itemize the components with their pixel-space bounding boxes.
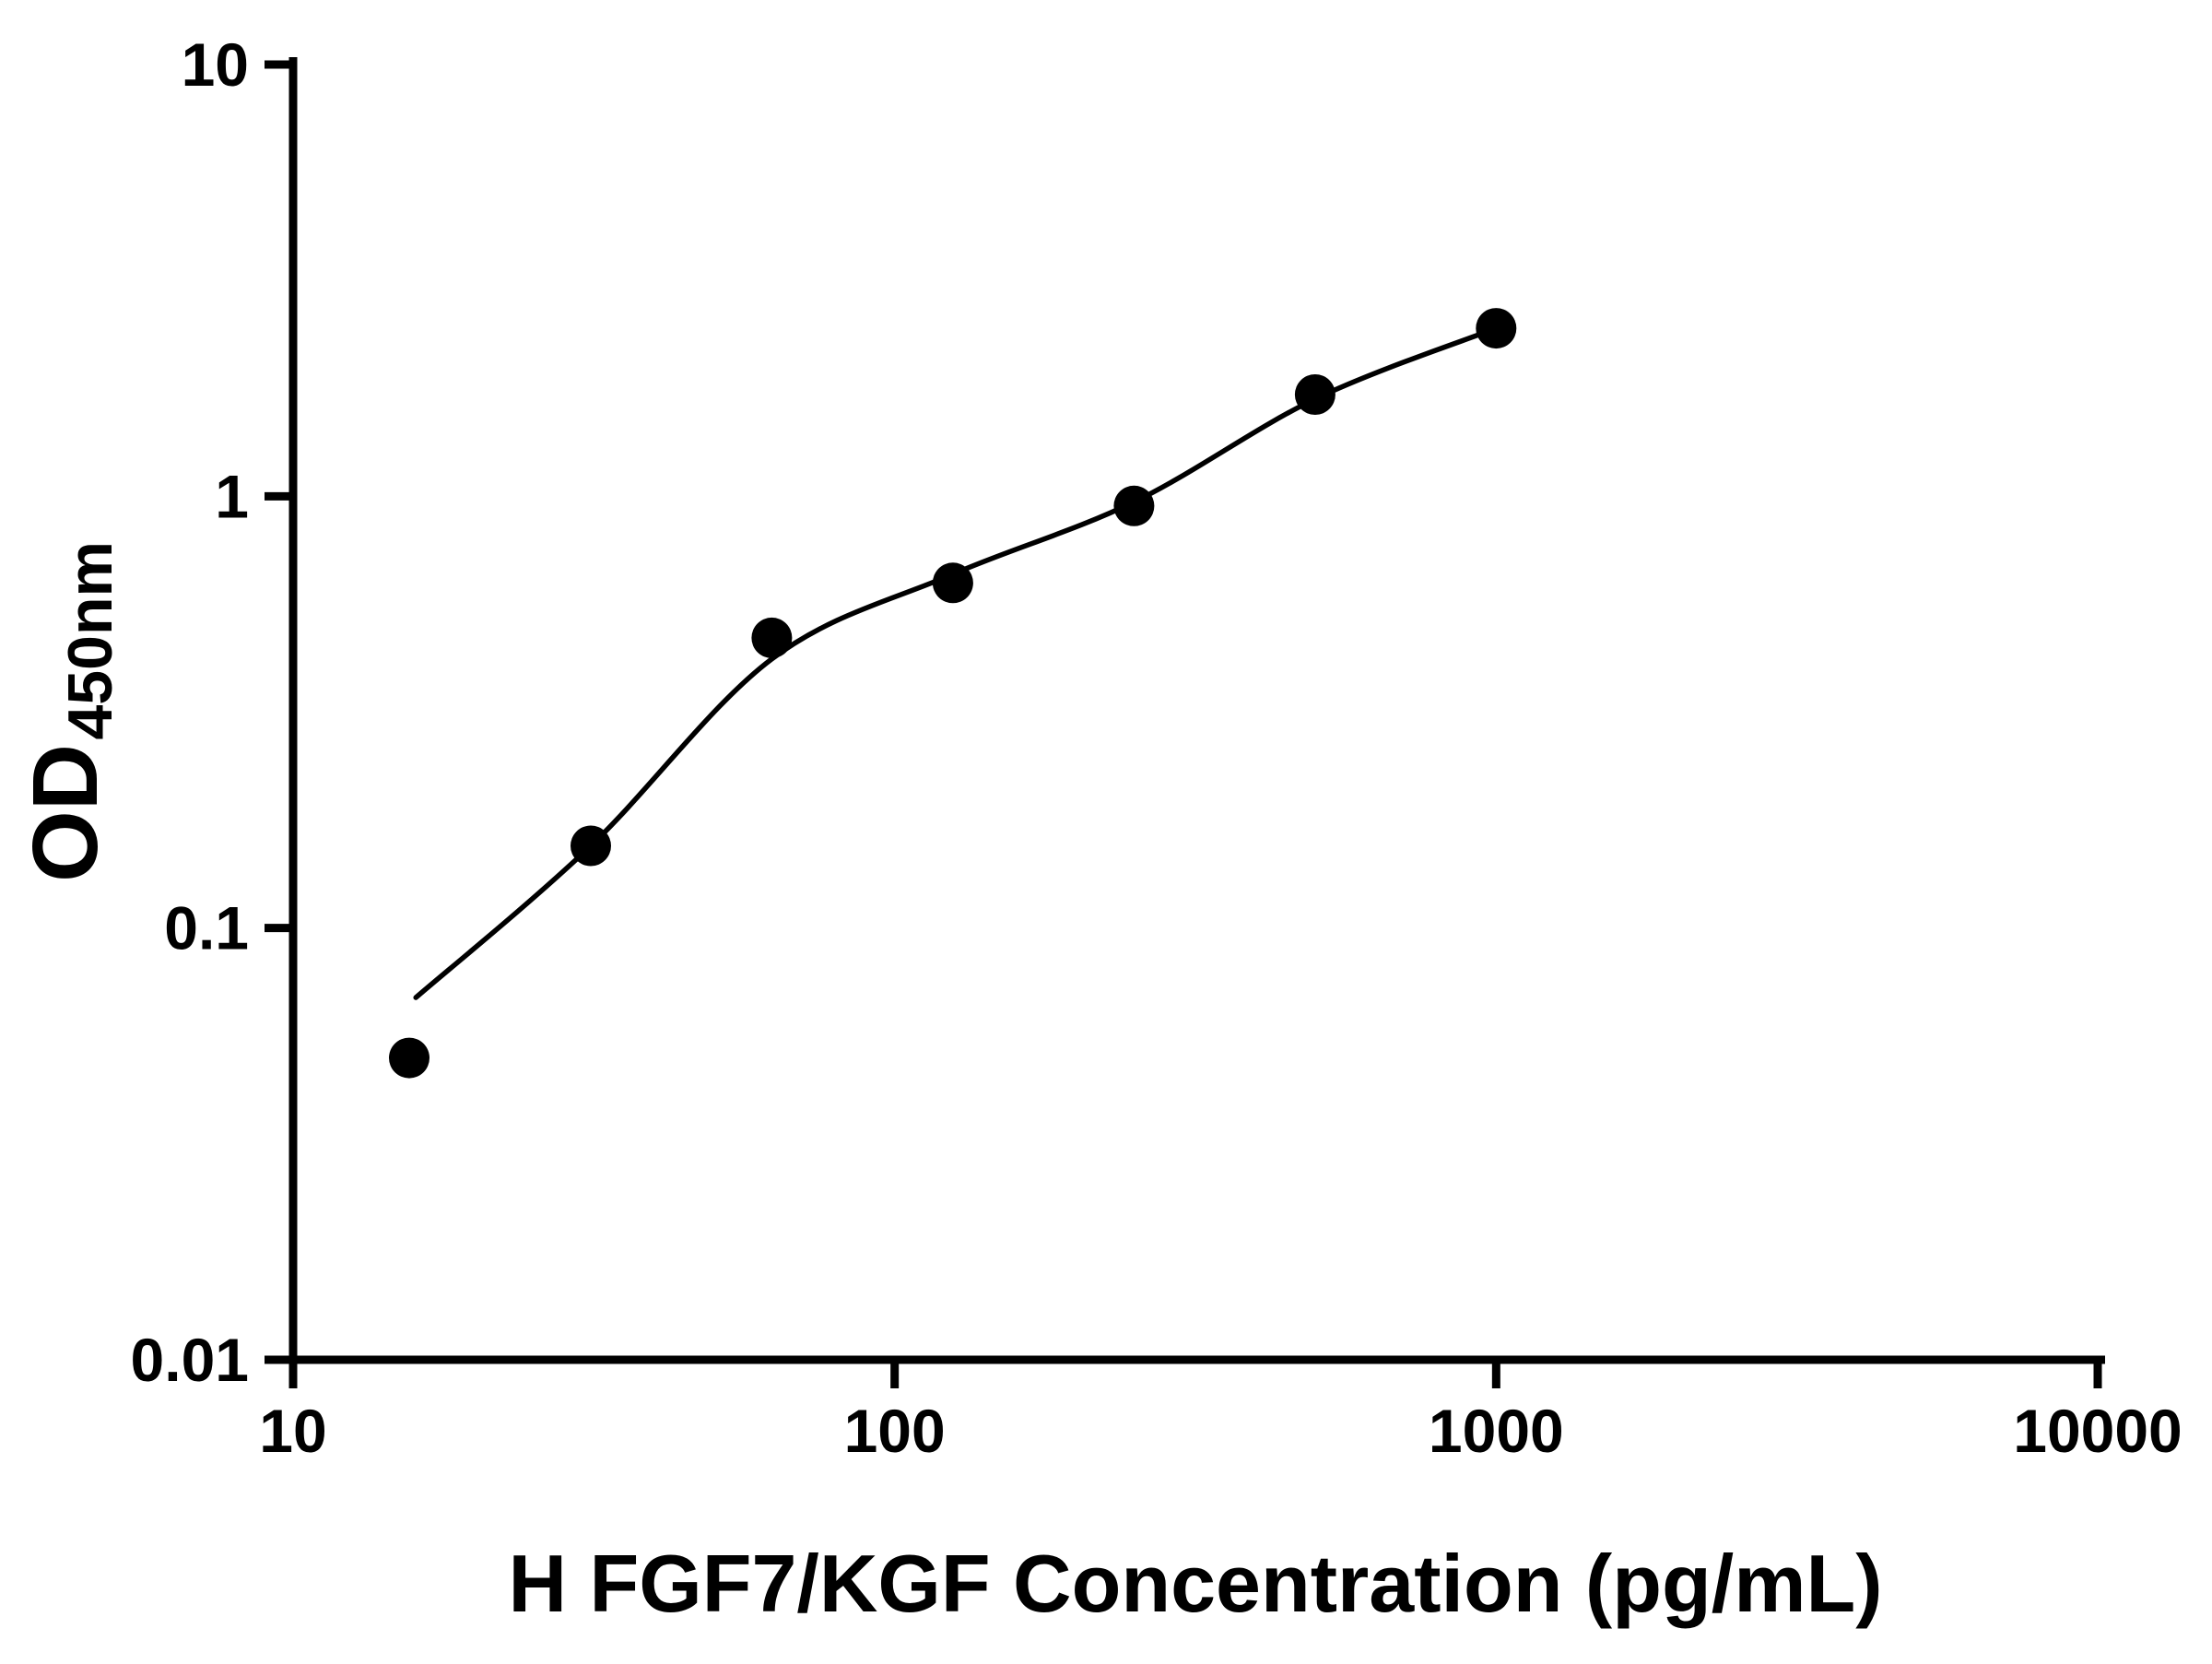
x-tick-label: 1000 [1429,1397,1564,1465]
x-axis-tick-labels: 10 100 1000 10000 [259,1397,2182,1465]
fit-curve [413,325,1500,1000]
y-tick-label: 10 [182,30,249,99]
y-axis-label-subscript: 450nm [55,541,125,739]
data-point-marker [389,1037,429,1079]
y-axis-label-base: OD [14,744,117,882]
data-point-marker [1476,308,1517,349]
x-tick-label: 10 [259,1397,326,1465]
data-point-marker [1294,374,1335,415]
data-point-marker [571,825,611,867]
y-axis-label: OD 450nm [14,541,125,882]
y-axis-tick-labels: 0.01 0.1 1 10 [131,30,249,1394]
x-axis-label: H FGF7/KGF Concentration (pg/mL) [508,1538,1882,1629]
y-tick-label: 0.01 [131,1326,249,1394]
data-point-marker [751,617,793,658]
data-point-marker [932,562,973,604]
y-axis-ticks [265,60,289,1364]
y-tick-label: 1 [215,462,249,530]
x-tick-label: 10000 [2013,1397,2183,1465]
y-tick-label: 0.1 [164,894,249,962]
x-axis-ticks [288,1363,2102,1388]
axes [288,57,2105,1364]
data-points [389,308,1517,1079]
data-point-marker [1113,485,1155,526]
x-tick-label: 100 [844,1397,946,1465]
